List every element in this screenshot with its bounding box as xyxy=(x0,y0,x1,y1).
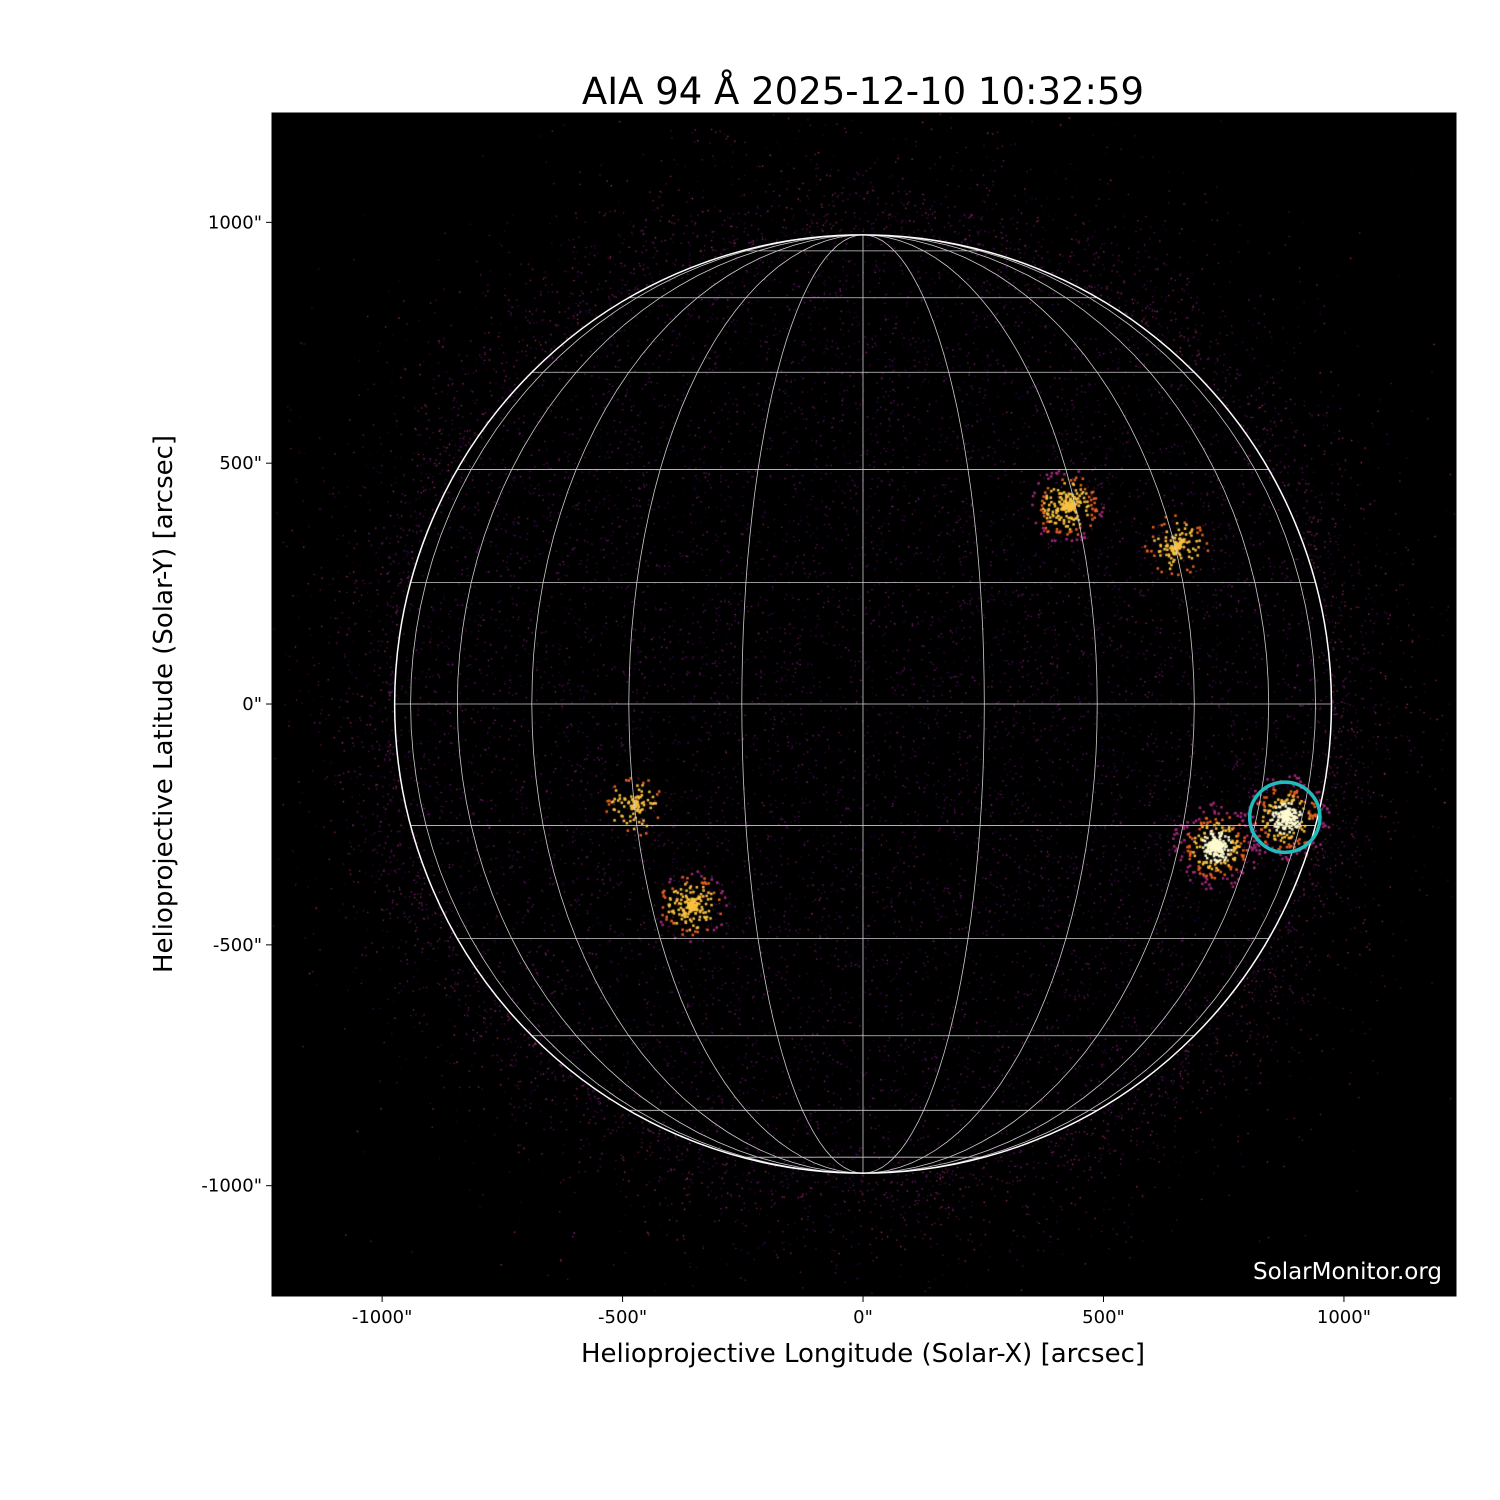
longitude-line xyxy=(862,234,1195,1174)
x-tick-label: -500" xyxy=(598,1307,647,1328)
x-tick-label: 500" xyxy=(1082,1307,1125,1328)
axes-frame xyxy=(271,112,1457,1297)
longitude-line xyxy=(862,234,1316,1174)
coordinate-grid xyxy=(393,234,1333,1174)
y-axis-label: Helioprojective Latitude (Solar-Y) [arcs… xyxy=(149,435,179,973)
solar-image xyxy=(272,113,1456,1296)
y-tick-label: -500" xyxy=(213,935,262,956)
x-tick-label: 1000" xyxy=(1317,1307,1371,1328)
y-tick-label: -1000" xyxy=(201,1176,262,1197)
longitude-line xyxy=(410,234,864,1174)
watermark: SolarMonitor.org xyxy=(1253,1259,1442,1285)
longitude-line xyxy=(628,234,864,1174)
longitude-line xyxy=(456,234,864,1174)
x-axis-label: Helioprojective Longitude (Solar-X) [arc… xyxy=(581,1339,1145,1369)
x-tick-label: -1000" xyxy=(352,1307,413,1328)
longitude-line xyxy=(531,234,864,1174)
longitude-line xyxy=(862,234,1098,1174)
solar-limb xyxy=(393,234,1333,1174)
region-marker-circle xyxy=(1247,780,1322,855)
longitude-line xyxy=(862,234,1270,1174)
y-tick-label: 1000" xyxy=(208,212,262,233)
axis-ticks: -1000" -500" 0" 500" 1000" 1000" 500" 0" -500" -1… xyxy=(201,212,1371,1328)
chart-title: AIA 94 Å 2025-12-10 10:32:59 xyxy=(582,69,1144,113)
y-tick-label: 0" xyxy=(242,694,262,715)
y-tick-label: 500" xyxy=(219,453,262,474)
longitude-line xyxy=(862,234,985,1174)
x-tick-label: 0" xyxy=(853,1307,873,1328)
longitude-line xyxy=(741,234,864,1174)
